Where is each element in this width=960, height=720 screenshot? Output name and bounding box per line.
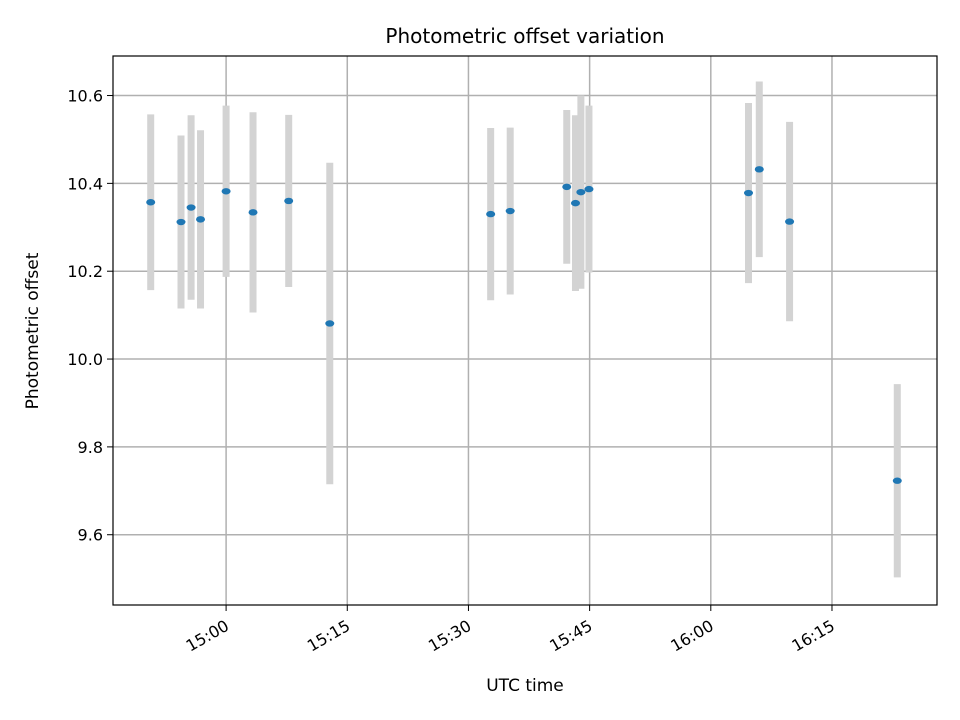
- chart-title: Photometric offset variation: [385, 24, 664, 48]
- y-tick-label: 9.8: [78, 438, 103, 457]
- y-axis-title: Photometric offset: [23, 252, 43, 409]
- data-point: [186, 204, 196, 211]
- y-tick-label: 10.2: [67, 262, 103, 281]
- data-point: [570, 199, 580, 207]
- marker-layer: [146, 166, 902, 484]
- x-axis-title: UTC time: [486, 676, 564, 696]
- data-point: [892, 477, 902, 484]
- data-point: [146, 199, 156, 206]
- data-point: [505, 207, 515, 215]
- y-tick-label: 10.4: [67, 174, 103, 193]
- data-point: [221, 188, 231, 195]
- data-point: [576, 188, 586, 196]
- y-tick-label: 10.0: [67, 350, 103, 369]
- data-point: [284, 197, 294, 205]
- data-point: [176, 218, 186, 226]
- data-point: [584, 185, 594, 193]
- y-tick-label: 9.6: [78, 526, 103, 545]
- data-point: [325, 320, 335, 327]
- data-point: [486, 210, 496, 218]
- data-point: [754, 166, 764, 173]
- data-point: [744, 189, 754, 197]
- data-point: [562, 183, 572, 191]
- data-point: [785, 218, 795, 225]
- plot-frame: [112, 55, 938, 606]
- data-point: [248, 209, 258, 216]
- y-tick-label: 10.6: [67, 87, 103, 106]
- data-point: [196, 216, 206, 223]
